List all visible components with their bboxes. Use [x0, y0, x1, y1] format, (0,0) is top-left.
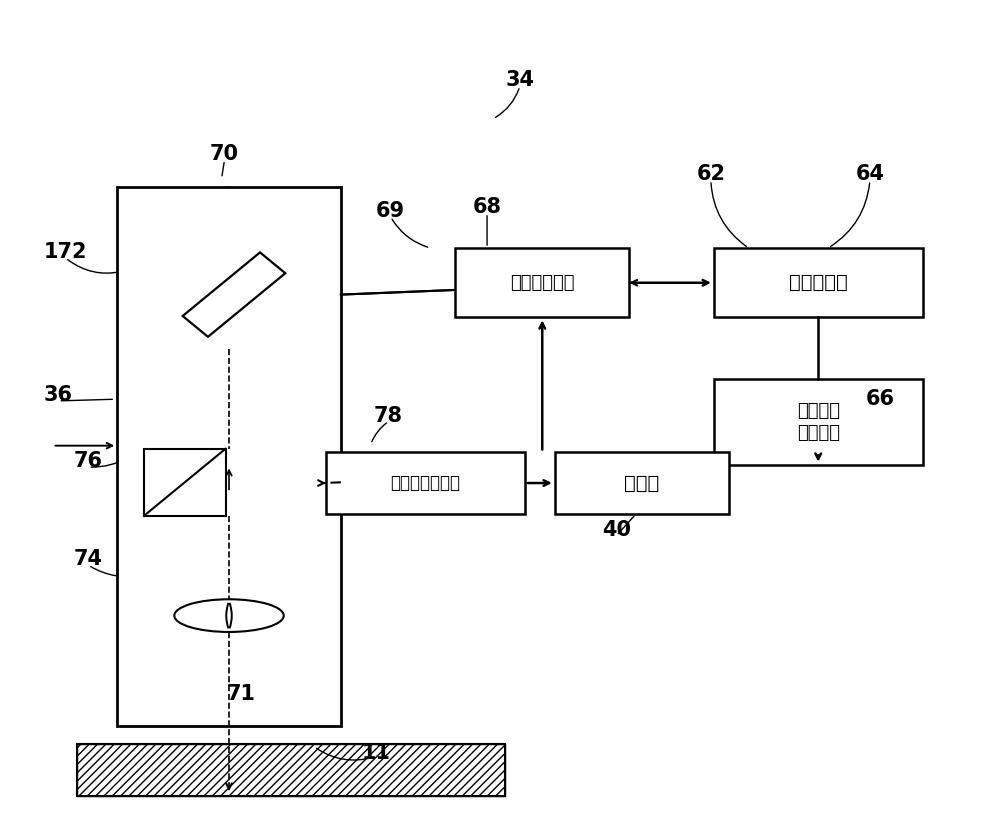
FancyBboxPatch shape [144, 449, 226, 516]
Text: 11: 11 [361, 743, 390, 763]
Text: 64: 64 [855, 165, 884, 184]
Text: 66: 66 [865, 389, 894, 409]
Text: 70: 70 [210, 144, 239, 164]
Text: 输出调整单元: 输出调整单元 [510, 274, 575, 291]
Text: 反射光量检测器: 反射光量检测器 [390, 474, 460, 492]
Text: 34: 34 [505, 71, 534, 91]
FancyBboxPatch shape [117, 187, 341, 726]
FancyBboxPatch shape [714, 248, 923, 318]
FancyBboxPatch shape [455, 248, 629, 318]
FancyBboxPatch shape [714, 379, 923, 465]
Text: 172: 172 [44, 242, 87, 262]
FancyBboxPatch shape [326, 453, 525, 514]
Text: 76: 76 [74, 450, 103, 471]
Text: 78: 78 [374, 406, 403, 425]
Text: 74: 74 [74, 549, 103, 569]
Text: 69: 69 [376, 202, 405, 221]
Ellipse shape [174, 599, 284, 632]
Text: 71: 71 [227, 684, 256, 704]
FancyBboxPatch shape [183, 253, 285, 337]
Text: 40: 40 [602, 520, 631, 540]
FancyBboxPatch shape [555, 453, 729, 514]
Text: 68: 68 [473, 198, 502, 217]
Text: 激光振荡器: 激光振荡器 [789, 273, 848, 292]
Text: 62: 62 [696, 165, 725, 184]
FancyBboxPatch shape [77, 744, 505, 796]
Text: 36: 36 [44, 385, 73, 405]
Text: 重复频率
设定单元: 重复频率 设定单元 [797, 402, 840, 442]
Text: 控制器: 控制器 [624, 473, 659, 492]
